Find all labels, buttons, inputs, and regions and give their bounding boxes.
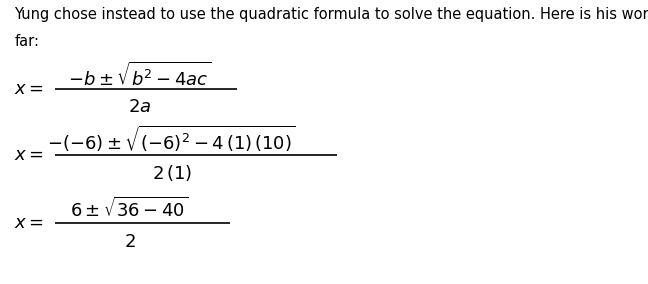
Text: far:: far:	[14, 34, 40, 49]
Text: Yung chose instead to use the quadratic formula to solve the equation. Here is h: Yung chose instead to use the quadratic …	[14, 7, 648, 22]
Text: $x =$: $x =$	[14, 80, 44, 99]
Text: $-(-6) \pm \sqrt{(-6)^2-4\,(1)\,(10)}$: $-(-6) \pm \sqrt{(-6)^2-4\,(1)\,(10)}$	[47, 124, 296, 154]
Text: $x =$: $x =$	[14, 146, 44, 164]
Text: $2a$: $2a$	[128, 97, 151, 116]
Text: $6 \pm \sqrt{36-40}$: $6 \pm \sqrt{36-40}$	[71, 197, 189, 221]
Text: $x =$: $x =$	[14, 214, 44, 232]
Text: $2$: $2$	[124, 233, 135, 251]
Text: $-b \pm \sqrt{b^2-4ac}$: $-b \pm \sqrt{b^2-4ac}$	[68, 61, 211, 89]
Text: $2\,(1)$: $2\,(1)$	[152, 163, 192, 183]
